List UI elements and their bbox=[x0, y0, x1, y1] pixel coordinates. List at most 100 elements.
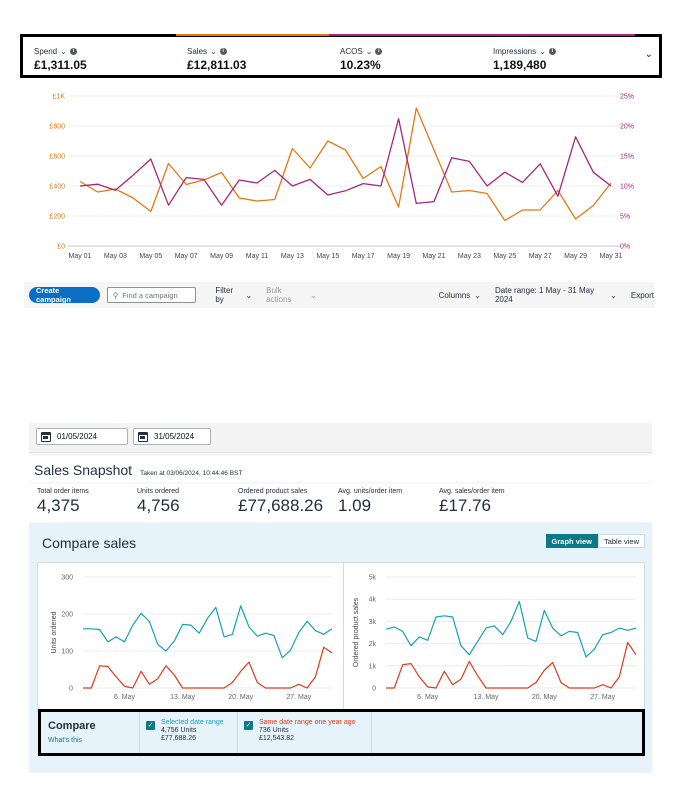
date-range-label: Date range: 1 May - 31 May 2024 bbox=[494, 286, 595, 304]
kpi-total-order-items: Total order items 4,375 bbox=[37, 488, 89, 516]
campaign-performance-chart: £0 £200 £400 £600 £800 £1K 0% 5% 10% 15% 20% 25% May… bbox=[49, 94, 634, 261]
start-date-input[interactable]: 01/05/2024 bbox=[36, 428, 128, 445]
table-view-button[interactable]: Table view bbox=[597, 534, 645, 548]
series-line bbox=[386, 641, 637, 689]
info-icon[interactable]: i bbox=[69, 48, 77, 55]
y-tick-label: 1k bbox=[369, 663, 377, 670]
legend-last-year-amount: £12,543.82 bbox=[259, 735, 295, 742]
y-axis-label: Ordered product sales bbox=[353, 597, 360, 667]
metric-label: ACOS bbox=[340, 47, 363, 56]
metric-spend-header: Spend ⌄ i bbox=[34, 47, 176, 56]
y-tick-label: 2k bbox=[369, 641, 377, 648]
view-toggle: Graph view Table view bbox=[545, 534, 645, 548]
metric-value: £1,311.05 bbox=[34, 58, 87, 72]
chevron-down-icon[interactable]: ⌄ bbox=[60, 47, 67, 56]
y-left-tick-label: £1K bbox=[53, 94, 66, 101]
chevron-down-icon: ⌄ bbox=[610, 290, 617, 300]
metric-acos[interactable]: ACOS ⌄ i 10.23% bbox=[329, 34, 482, 75]
x-tick-label: May 17 bbox=[352, 253, 375, 260]
checkbox-checked-icon[interactable]: ✓ bbox=[146, 721, 155, 730]
y-right-tick-label: 5% bbox=[620, 214, 630, 221]
chevron-down-icon[interactable]: ⌄ bbox=[365, 47, 373, 56]
x-tick-label: May 19 bbox=[387, 253, 410, 260]
compare-legend-title: Compare bbox=[48, 720, 96, 732]
kpi-label: Avg. units/order item bbox=[338, 488, 403, 495]
metric-sales-header: Sales ⌄ i bbox=[187, 47, 329, 56]
x-tick-label: May 21 bbox=[423, 253, 446, 260]
x-tick-label: 6. May bbox=[114, 694, 136, 701]
kpi-avg-sales-per-order: Avg. sales/order item £17.76 bbox=[439, 488, 505, 516]
graph-view-button[interactable]: Graph view bbox=[545, 534, 598, 548]
legend-selected-range[interactable]: ✓ Selected date range 4,756 Units £77,68… bbox=[139, 712, 237, 753]
chevron-down-icon: ⌄ bbox=[245, 290, 253, 300]
filter-by-label: Filter by bbox=[215, 286, 234, 304]
legend-last-year-label: Same date range one year ago bbox=[259, 719, 356, 726]
chevron-down-icon[interactable]: ⌄ bbox=[210, 47, 217, 56]
legend-selected-label: Selected date range bbox=[161, 719, 224, 726]
metric-spend[interactable]: Spend ⌄ i £1,311.05 bbox=[23, 37, 176, 75]
kpi-avg-units-per-order: Avg. units/order item 1.09 bbox=[338, 488, 402, 516]
calendar-icon bbox=[41, 431, 51, 442]
series-line-sales bbox=[79, 107, 612, 222]
x-tick-label: 27. May bbox=[590, 694, 615, 701]
chevron-down-icon[interactable]: ⌄ bbox=[539, 47, 546, 56]
info-icon[interactable]: i bbox=[548, 48, 556, 55]
start-date-value: 01/05/2024 bbox=[57, 432, 98, 441]
end-date-input[interactable]: 31/05/2024 bbox=[133, 428, 211, 445]
find-campaign-input[interactable]: ⚲ Find a campaign bbox=[106, 287, 197, 303]
series-line-acos bbox=[79, 118, 612, 206]
checkbox-checked-icon[interactable]: ✓ bbox=[244, 721, 253, 730]
calendar-icon bbox=[138, 431, 148, 442]
search-icon: ⚲ bbox=[112, 290, 119, 300]
kpi-value: 4,375 bbox=[37, 496, 80, 515]
x-tick-label: May 27 bbox=[529, 253, 552, 260]
y-tick-label: 300 bbox=[61, 575, 73, 582]
columns-dropdown[interactable]: Columns ⌄ bbox=[439, 291, 481, 300]
x-tick-label: 13. May bbox=[170, 694, 195, 701]
snapshot-header: Sales Snapshot Taken at 03/06/2024, 10:4… bbox=[29, 456, 652, 482]
legend-last-year[interactable]: ✓ Same date range one year ago 736 Units… bbox=[237, 712, 371, 753]
date-range-dropdown[interactable]: Date range: 1 May - 31 May 2024 ⌄ bbox=[495, 286, 617, 304]
compare-charts: 0 100 200 300 Units ordered 6. May 13. May 20. … bbox=[37, 562, 645, 713]
x-tick-label: May 09 bbox=[210, 253, 233, 260]
series-line bbox=[83, 646, 333, 689]
metric-color-bar bbox=[329, 34, 482, 36]
legend-selected-amount: £77,688.26 bbox=[161, 735, 197, 742]
y-right-tick-label: 15% bbox=[620, 154, 634, 161]
compare-legend-title-block: Compare What's this bbox=[41, 712, 139, 753]
x-tick-label: May 11 bbox=[246, 253, 269, 260]
metric-impressions[interactable]: Impressions ⌄ i 1,189,480 bbox=[482, 34, 635, 75]
metric-sales[interactable]: Sales ⌄ i £12,811.03 bbox=[176, 34, 329, 75]
bulk-actions-label: Bulk actions bbox=[266, 286, 292, 304]
filter-by-dropdown[interactable]: Filter by ⌄ bbox=[215, 286, 252, 304]
series-line bbox=[83, 605, 333, 659]
x-tick-label: 13. May bbox=[474, 694, 499, 701]
x-tick-label: May 03 bbox=[104, 253, 127, 260]
x-tick-label: May 07 bbox=[175, 253, 198, 260]
info-icon[interactable]: i bbox=[219, 48, 227, 55]
export-button[interactable]: Export bbox=[631, 291, 654, 300]
info-icon[interactable]: i bbox=[375, 48, 383, 55]
ordered-product-sales-chart: 0 1k 2k 3k 4k 5k Ordered product sales 6. May 13… bbox=[343, 563, 637, 713]
whats-this-link[interactable]: What's this bbox=[48, 737, 83, 744]
y-tick-label: 3k bbox=[369, 619, 377, 626]
metric-impressions-header: Impressions ⌄ i bbox=[493, 47, 635, 56]
x-tick-label: 20. May bbox=[228, 694, 253, 701]
expand-chevron-icon[interactable]: ⌄ bbox=[644, 49, 653, 60]
y-right-tick-label: 25% bbox=[620, 94, 634, 101]
x-tick-label: May 01 bbox=[69, 253, 92, 260]
bulk-actions-dropdown[interactable]: Bulk actions ⌄ bbox=[266, 286, 317, 304]
y-tick-label: 4k bbox=[369, 597, 377, 604]
x-tick-label: 6. May bbox=[417, 694, 439, 701]
campaign-toolbar: Create campaign ⚲ Find a campaign Filter… bbox=[24, 282, 654, 308]
metric-value: £12,811.03 bbox=[187, 58, 247, 72]
kpi-label: Total order items bbox=[37, 488, 89, 495]
y-tick-label: 0 bbox=[372, 686, 376, 693]
x-tick-label: May 05 bbox=[139, 253, 162, 260]
date-picker-row: 01/05/2024 31/05/2024 bbox=[29, 423, 652, 453]
kpi-value: 4,756 bbox=[137, 496, 180, 515]
create-campaign-button[interactable]: Create campaign bbox=[29, 286, 100, 304]
metric-label: Sales bbox=[187, 47, 208, 56]
chevron-down-icon: ⌄ bbox=[474, 290, 481, 300]
metric-acos-header: ACOS ⌄ i bbox=[340, 47, 482, 56]
